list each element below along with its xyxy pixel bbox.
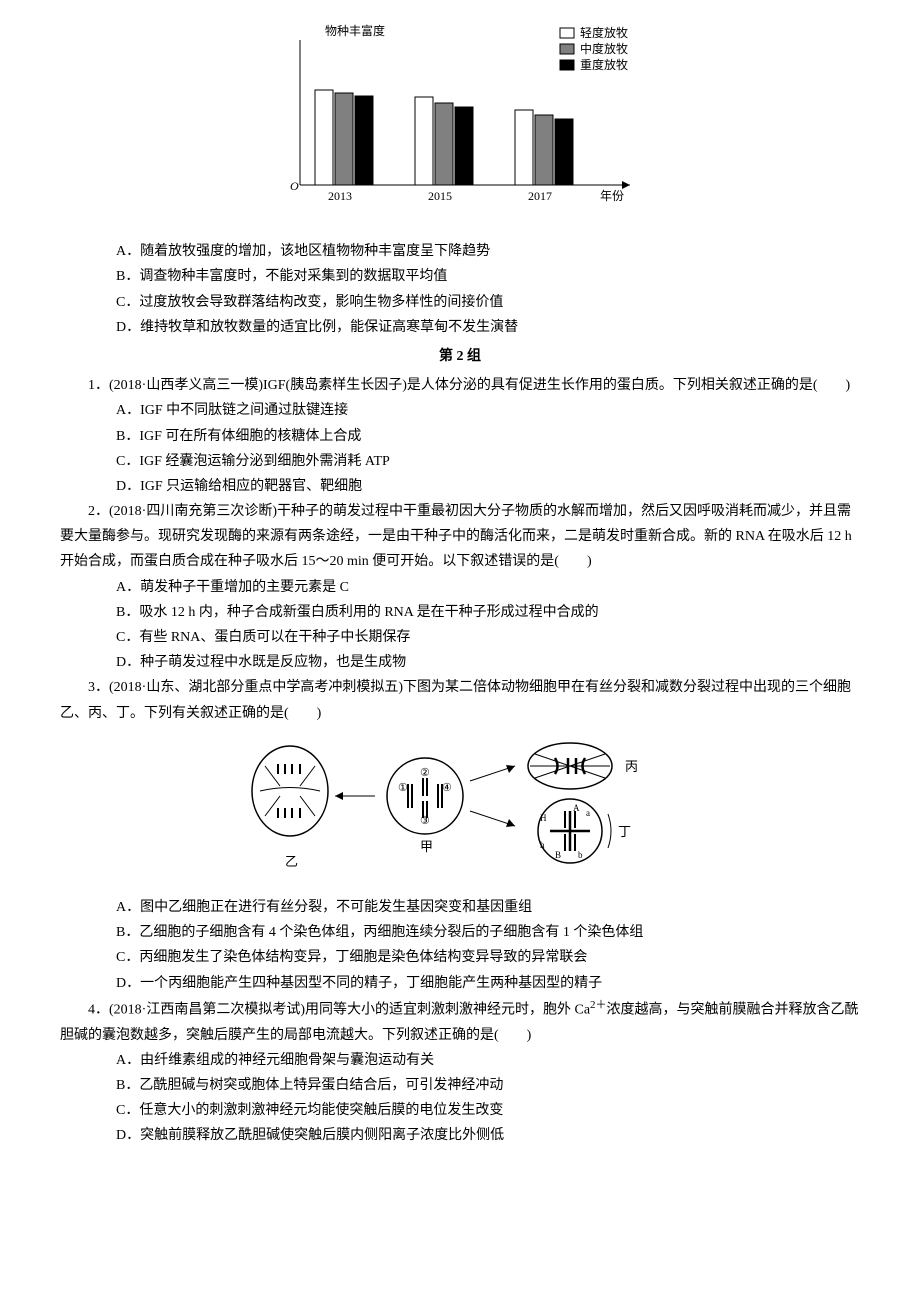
bar-2015-1 bbox=[415, 97, 433, 185]
q3-stem: 3．(2018·山东、湖北部分重点中学高考冲刺模拟五)下图为某二倍体动物细胞甲在… bbox=[60, 675, 860, 725]
origin-label: O bbox=[290, 179, 299, 193]
allele-h: h bbox=[540, 840, 545, 850]
num-4: ④ bbox=[442, 782, 452, 794]
legend-label-1: 轻度放牧 bbox=[580, 25, 628, 40]
bar-2017-2 bbox=[535, 115, 553, 185]
allele-b: b bbox=[578, 850, 583, 860]
q4-option-d: D．突触前膜释放乙酰胆碱使突触后膜内侧阳离子浓度比外侧低 bbox=[60, 1123, 860, 1148]
q2-option-d: D．种子萌发过程中水既是反应物，也是生成物 bbox=[60, 650, 860, 675]
q3-option-c: C．丙细胞发生了染色体结构变异，丁细胞是染色体结构变异导致的异常联会 bbox=[60, 945, 860, 970]
cell-yi-outline bbox=[252, 746, 328, 836]
q4-option-c: C．任意大小的刺激刺激神经元均能使突触后膜的电位发生改变 bbox=[60, 1098, 860, 1123]
legend-label-2: 中度放牧 bbox=[580, 41, 628, 56]
x-axis-arrow bbox=[622, 181, 630, 189]
allele-a: a bbox=[586, 808, 590, 818]
allele-H: H bbox=[540, 813, 547, 823]
q3-option-b: B．乙细胞的子细胞含有 4 个染色体组，丙细胞连续分裂后的子细胞含有 1 个染色… bbox=[60, 920, 860, 945]
q2-option-c: C．有些 RNA、蛋白质可以在干种子中长期保存 bbox=[60, 625, 860, 650]
q1-option-a: A．IGF 中不同肽链之间通过肽键连接 bbox=[60, 398, 860, 423]
q4-option-b: B．乙酰胆碱与树突或胞体上特异蛋白结合后，可引发神经冲动 bbox=[60, 1073, 860, 1098]
label-bing: 丙 bbox=[625, 759, 638, 774]
num-2: ② bbox=[420, 767, 430, 779]
q4-option-a: A．由纤维素组成的神经元细胞骨架与囊泡运动有关 bbox=[60, 1048, 860, 1073]
x-tick-1: 2013 bbox=[328, 189, 352, 203]
q1-option-d: D．IGF 只运输给相应的靶器官、靶细胞 bbox=[60, 474, 860, 499]
num-3: ③ bbox=[420, 815, 430, 827]
label-jia: 甲 bbox=[420, 839, 433, 854]
q3-option-a: A．图中乙细胞正在进行有丝分裂，不可能发生基因突变和基因重组 bbox=[60, 895, 860, 920]
legend-box-1 bbox=[560, 28, 574, 38]
bar-2013-3 bbox=[355, 96, 373, 185]
bar-chart-svg: 物种丰富度 轻度放牧 中度放牧 重度放牧 O 2013 2015 2017 年份 bbox=[260, 20, 660, 220]
prev-option-d: D．维持牧草和放牧数量的适宜比例，能保证高寒草甸不发生演替 bbox=[60, 315, 860, 340]
prev-option-c: C．过度放牧会导致群落结构改变，影响生物多样性的间接价值 bbox=[60, 290, 860, 315]
q4-stem-p1: 4．(2018·江西南昌第二次模拟考试)用同等大小的适宜刺激刺激神经元时，胞外 … bbox=[88, 1002, 590, 1017]
species-richness-chart: 物种丰富度 轻度放牧 中度放牧 重度放牧 O 2013 2015 2017 年份 bbox=[60, 20, 860, 229]
q2-option-b: B．吸水 12 h 内，种子合成新蛋白质利用的 RNA 是在干种子形成过程中合成… bbox=[60, 600, 860, 625]
prev-option-a: A．随着放牧强度的增加，该地区植物物种丰富度呈下降趋势 bbox=[60, 239, 860, 264]
cell-diagram-svg: 乙 ① ② ③ ④ 甲 丙 A a H h B bbox=[230, 736, 690, 876]
x-axis-label: 年份 bbox=[600, 189, 624, 203]
label-yi: 乙 bbox=[285, 854, 298, 869]
bar-2015-2 bbox=[435, 103, 453, 185]
bar-2017-1 bbox=[515, 110, 533, 185]
q4-stem: 4．(2018·江西南昌第二次模拟考试)用同等大小的适宜刺激刺激神经元时，胞外 … bbox=[60, 996, 860, 1048]
allele-A: A bbox=[573, 803, 580, 813]
cell-division-diagram: 乙 ① ② ③ ④ 甲 丙 A a H h B bbox=[60, 736, 860, 885]
bar-2017-3 bbox=[555, 119, 573, 185]
num-1: ① bbox=[398, 782, 408, 794]
q4-stem-sup: 2＋ bbox=[590, 999, 607, 1011]
bar-2013-2 bbox=[335, 93, 353, 185]
q2-stem: 2．(2018·四川南充第三次诊断)干种子的萌发过程中干重最初因大分子物质的水解… bbox=[60, 499, 860, 575]
prev-option-b: B．调查物种丰富度时，不能对采集到的数据取平均值 bbox=[60, 264, 860, 289]
section-2-title: 第 2 组 bbox=[60, 344, 860, 369]
bar-2013-1 bbox=[315, 90, 333, 185]
legend-label-3: 重度放牧 bbox=[580, 57, 628, 72]
q3-option-d: D．一个丙细胞能产生四种基因型不同的精子，丁细胞能产生两种基因型的精子 bbox=[60, 971, 860, 996]
cell-yi-furrow bbox=[260, 787, 320, 791]
legend-box-2 bbox=[560, 44, 574, 54]
q2-option-a: A．萌发种子干重增加的主要元素是 C bbox=[60, 575, 860, 600]
x-tick-3: 2017 bbox=[528, 189, 552, 203]
q1-option-b: B．IGF 可在所有体细胞的核糖体上合成 bbox=[60, 424, 860, 449]
bar-2015-3 bbox=[455, 107, 473, 185]
label-ding: 丁 bbox=[618, 824, 631, 839]
y-axis-label: 物种丰富度 bbox=[325, 23, 385, 38]
allele-B: B bbox=[555, 850, 561, 860]
q1-option-c: C．IGF 经囊泡运输分泌到细胞外需消耗 ATP bbox=[60, 449, 860, 474]
q1-stem: 1．(2018·山西孝义高三一模)IGF(胰岛素样生长因子)是人体分泌的具有促进… bbox=[60, 373, 860, 398]
legend-box-3 bbox=[560, 60, 574, 70]
x-tick-2: 2015 bbox=[428, 189, 452, 203]
